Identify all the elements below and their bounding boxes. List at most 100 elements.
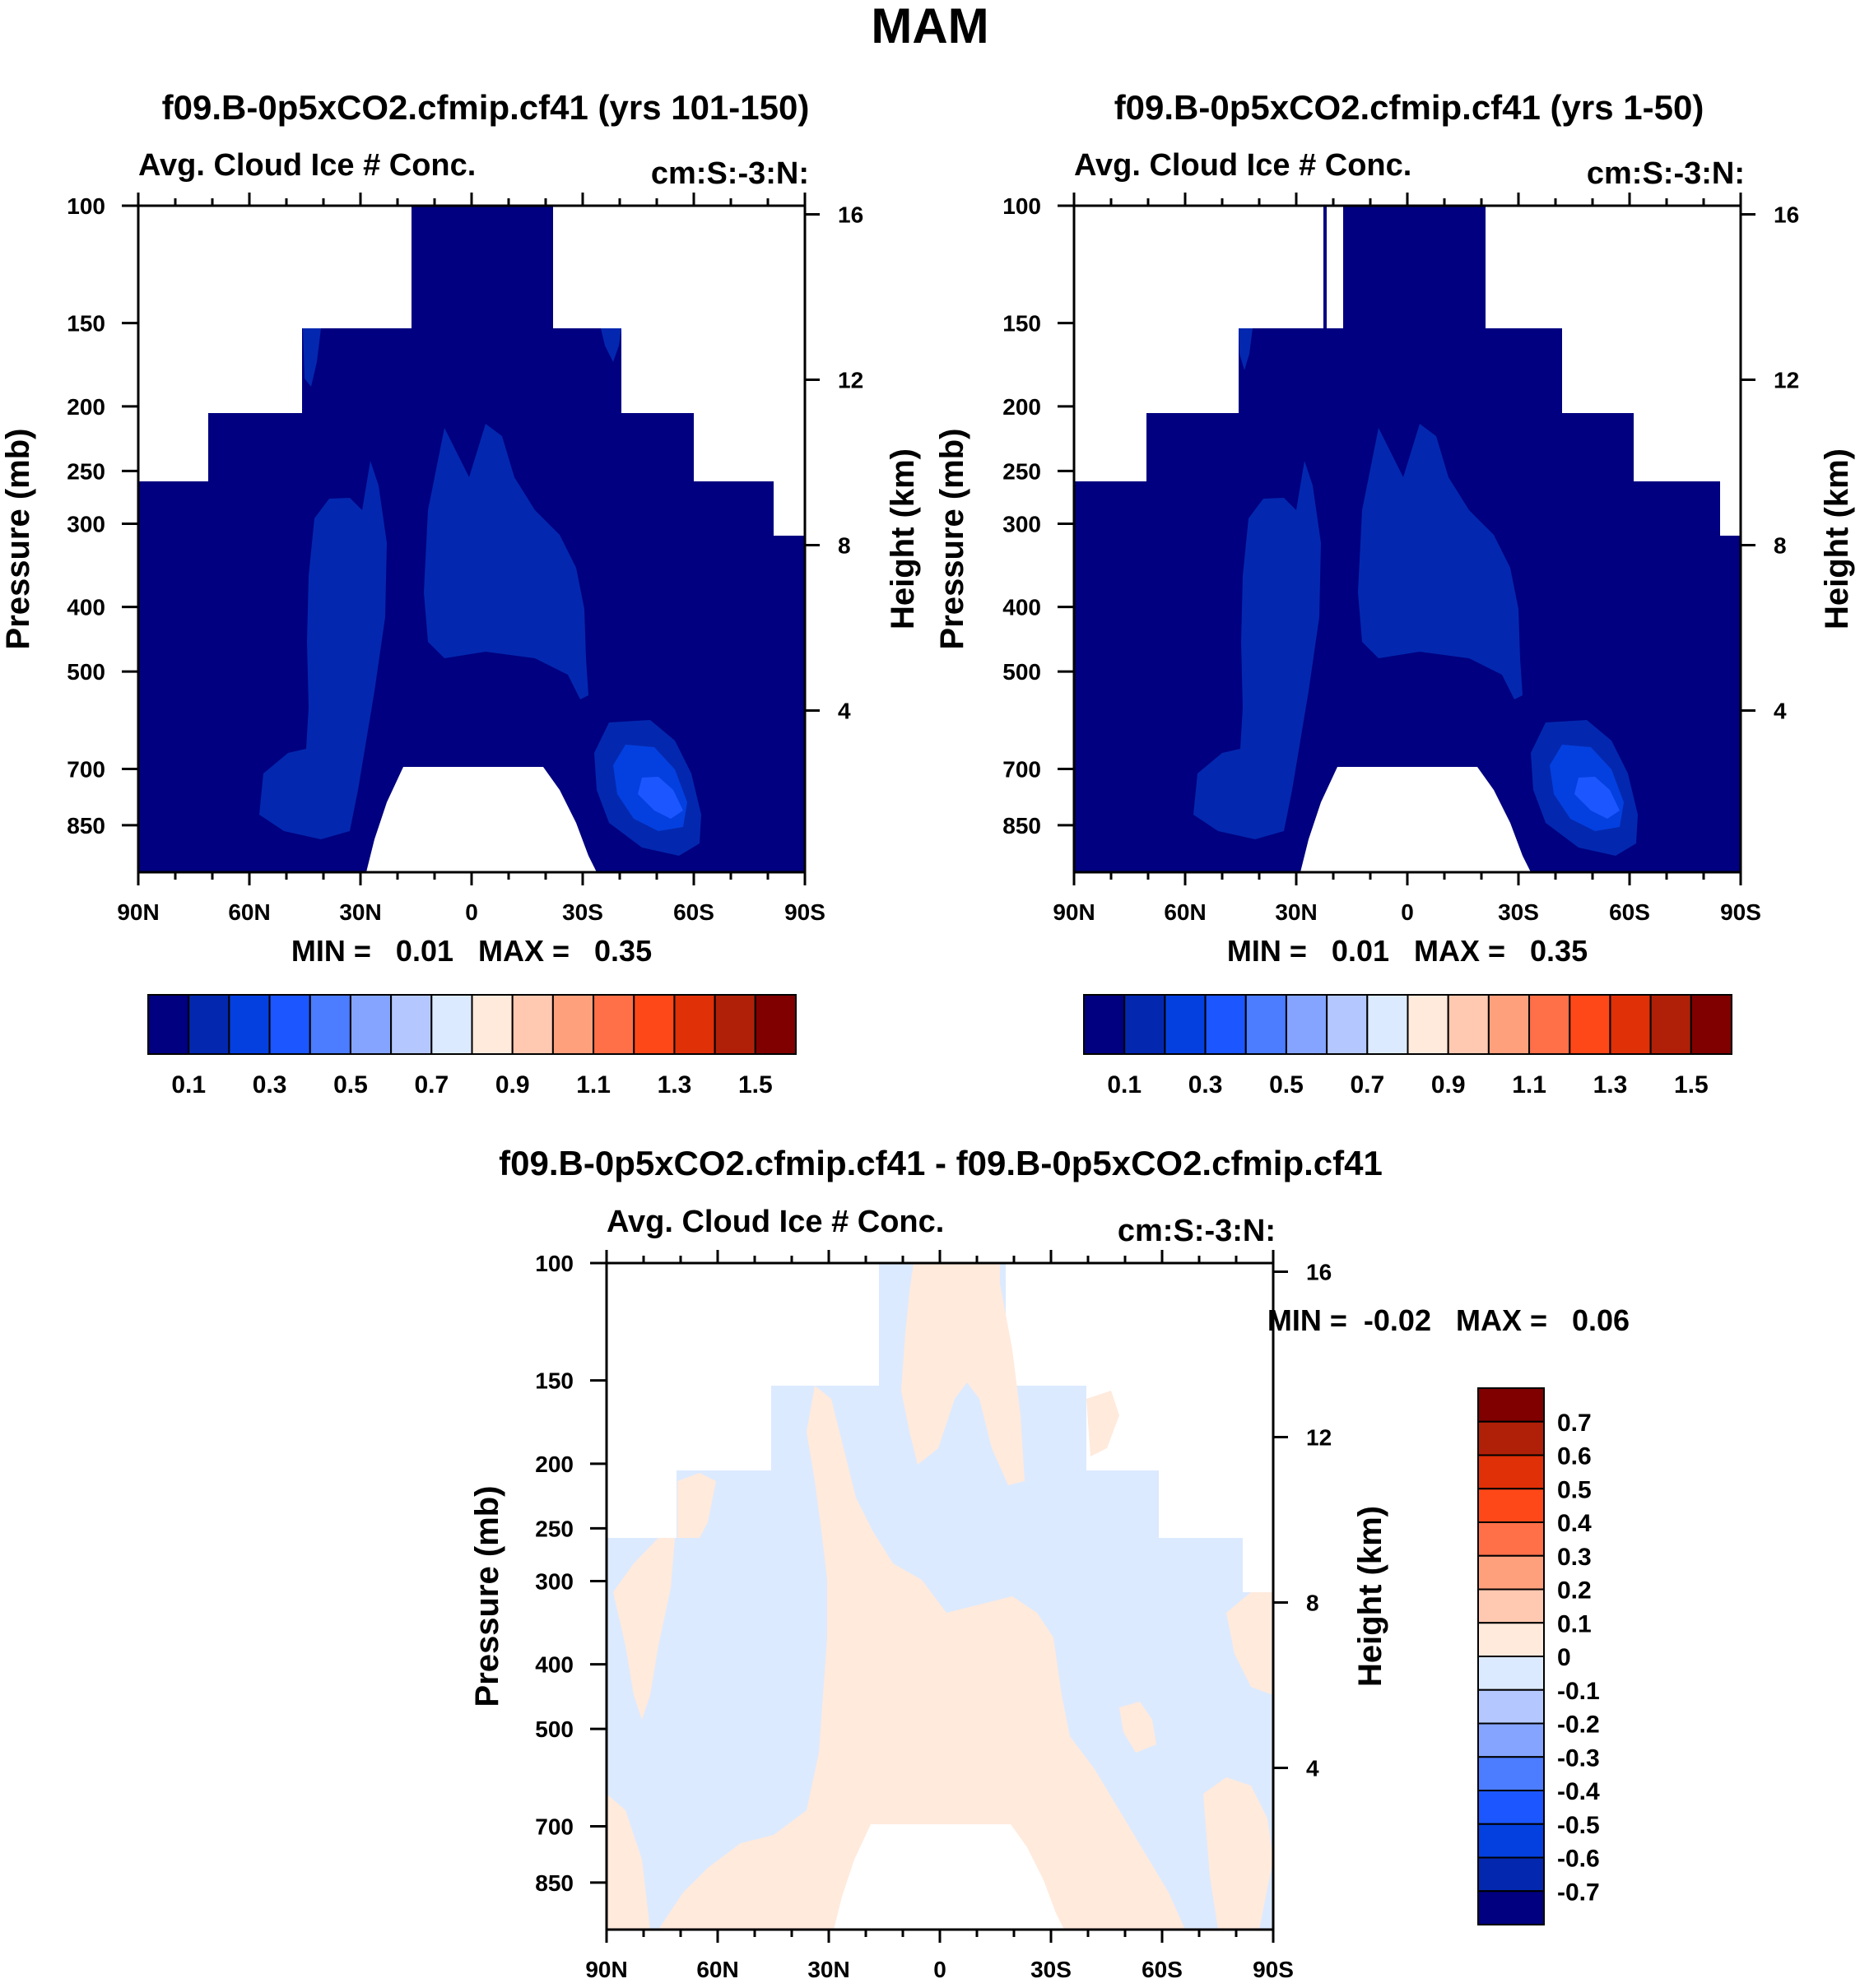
colorbar-swatch [1690,994,1732,1055]
ytick-label: 250 [535,1516,574,1541]
colorbar-swatch [147,994,190,1055]
colorbar-label: -0.7 [1557,1879,1600,1906]
panel-3-axes: 100 150 200 250 300 400 500 700 850 16 12 8 4 90N 60N 3… [535,1250,1332,1982]
xtick-label: 60N [228,899,270,925]
colorbar-label: 0.3 [253,1071,287,1099]
panel-3-diff-pos-top [901,1263,1025,1485]
panel-2-axes: 100 150 200 250 300 400 500 700 850 16 12 8 4 90N 60N 3… [1002,193,1799,925]
colorbar-label: 0.4 [1557,1510,1592,1537]
panel-2-surface-mask [1300,767,1531,872]
ytick-label: 500 [1002,659,1041,685]
panel-3-stats: MIN = -0.02 MAX = 0.06 [1267,1303,1630,1337]
colorbar-swatch [593,994,635,1055]
panel-3-y2label: Height (km) [1352,1506,1388,1687]
colorbar-label: 1.5 [1674,1071,1709,1099]
colorbar-swatch [430,994,473,1055]
ytick-label: 850 [1002,813,1041,838]
y2tick-label: 16 [838,202,863,227]
colorbar-swatch [1477,1890,1545,1925]
panel-3-diff-pos-south-b [1226,1592,1273,1695]
colorbar-label: 0.5 [333,1071,368,1099]
panel-3-diff-pos-north-strip [613,1538,675,1720]
colorbar-swatch [1477,1622,1545,1657]
panel-1-y2label: Height (km) [885,448,921,629]
panel-3-diff-pos-south-c [1119,1702,1156,1753]
colorbar-label: -0.3 [1557,1744,1600,1772]
colorbar-label: 0.5 [1557,1476,1592,1503]
panel-2-left-label: Avg. Cloud Ice # Conc. [1074,148,1411,183]
ytick-label: 150 [67,311,105,337]
colorbar-swatch [188,994,230,1055]
panel-2-title: f09.B-0p5xCO2.cfmip.cf41 (yrs 1-50) [1114,88,1704,127]
colorbar-swatch [1477,1488,1545,1523]
xtick-label: 0 [933,1957,946,1982]
panel-3-field [607,1263,1273,1930]
colorbar-swatch [228,994,271,1055]
colorbar-label: 1.3 [1593,1071,1628,1099]
xtick-label: 30N [1275,899,1317,925]
xtick-label: 60S [1142,1957,1183,1982]
colorbar-swatch [714,994,756,1055]
colorbar-label: 0.2 [1557,1577,1592,1605]
colorbar-swatch [1477,1387,1545,1423]
colorbar-swatch [349,994,393,1055]
colorbar-swatch [754,994,797,1055]
colorbar-label: 0.7 [414,1071,449,1099]
panel-2-ylabel: Pressure (mb) [934,429,970,650]
ytick-label: 200 [67,394,105,420]
colorbar-label: 0.1 [1107,1071,1142,1099]
colorbar-swatch [1285,994,1328,1055]
panel-3-diff-pos-south-a [1203,1777,1273,1930]
colorbar-swatch [1477,1454,1545,1490]
panel-2-stats: MIN = 0.01 MAX = 0.35 [1227,934,1588,968]
panel-1-ylabel: Pressure (mb) [0,429,36,650]
ytick-label: 700 [67,757,105,783]
ytick-label: 400 [535,1652,574,1678]
ytick-label: 400 [67,595,105,620]
xtick-label: 60S [673,899,714,925]
colorbar-label: 0.3 [1557,1544,1592,1571]
colorbar-swatch [1244,994,1287,1055]
colorbar-swatch [1609,994,1652,1055]
panel-2-gap [1328,206,1343,328]
colorbar-swatch [1477,1588,1545,1624]
colorbar-swatch [390,994,433,1055]
colorbar-label: -0.6 [1557,1846,1600,1873]
colorbar-swatch [1569,994,1611,1055]
panel-2-y2label: Height (km) [1819,448,1855,629]
colorbar-swatch [1123,994,1166,1055]
colorbar-swatch [1477,1856,1545,1893]
panel-3-diff-pos-north-upper [677,1473,716,1538]
panel-2-ice-l1-spot [1239,328,1253,370]
y2tick-label: 8 [1774,533,1787,559]
y2tick-label: 8 [1306,1591,1319,1616]
panel-3-ylabel: Pressure (mb) [469,1486,505,1707]
panel-3-right-label: cm:S:-3:N: [1118,1214,1276,1248]
ytick-label: 150 [535,1368,574,1394]
ytick-label: 100 [67,193,105,219]
panel-3-title: f09.B-0p5xCO2.cfmip.cf41 - f09.B-0p5xCO2… [499,1144,1383,1182]
panel-2-right-label: cm:S:-3:N: [1587,156,1745,191]
xtick-label: 60S [1609,899,1650,925]
colorbar-swatch [268,994,311,1055]
panel-1-axes: 100 150 200 250 300 400 500 700 850 16 12 8 4 90N 60N 3… [67,193,863,925]
colorbar-label: 0 [1557,1644,1571,1671]
y2tick-label: 4 [1774,699,1787,724]
colorbar-swatch [1528,994,1571,1055]
ytick-label: 300 [67,511,105,536]
ytick-label: 250 [67,458,105,484]
colorbar-swatch [1649,994,1692,1055]
panel-3-diff-neg [607,1263,1273,1930]
colorbar-swatch [1447,994,1490,1055]
xtick-label: 30S [1498,899,1539,925]
ytick-label: 300 [1002,511,1041,536]
ytick-label: 700 [1002,757,1041,783]
colorbar-swatch [551,994,595,1055]
panel-2-ice-l3-south [1574,777,1620,819]
colorbar-swatch [1477,1656,1545,1691]
xtick-label: 90N [585,1957,627,1982]
panel-1-ice-l1-spot-b [601,328,621,362]
ytick-label: 200 [1002,394,1041,420]
ytick-label: 500 [535,1716,574,1742]
